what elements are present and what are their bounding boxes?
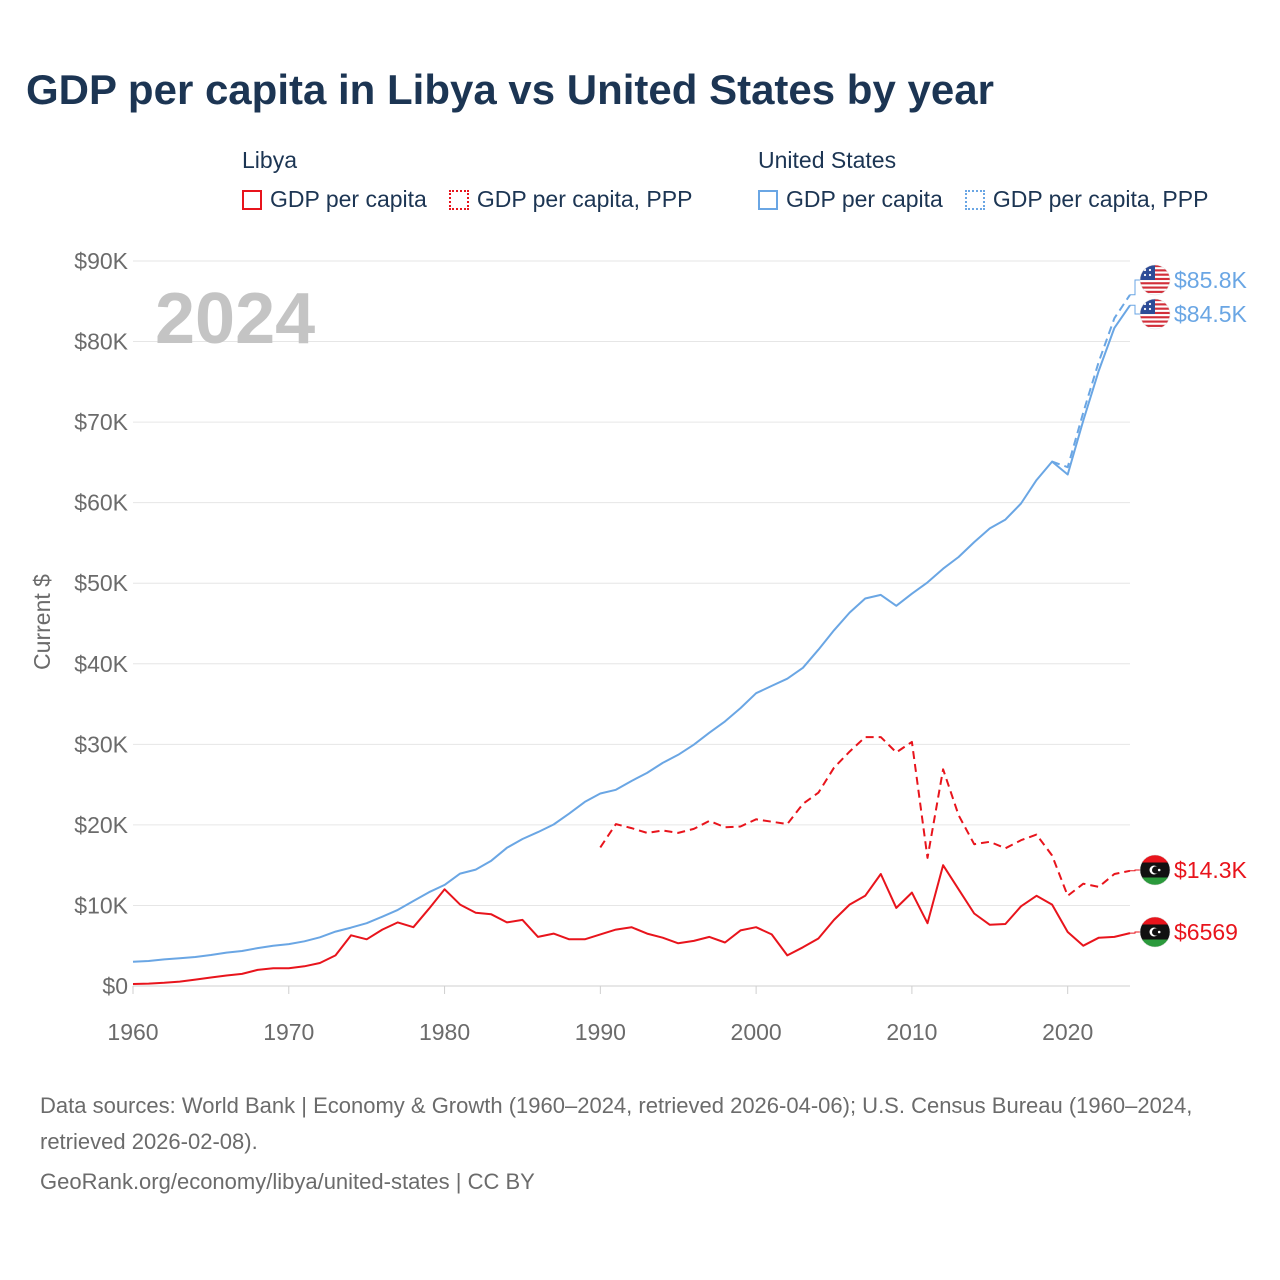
y-tick-label: $70K: [74, 409, 128, 435]
y-tick-label: $80K: [74, 329, 128, 355]
legend-label: GDP per capita: [786, 186, 943, 212]
legend-item-libya-gdp-ppp[interactable]: GDP per capita, PPP: [448, 186, 693, 213]
legend-swatch-solid: [758, 189, 778, 210]
y-tick-label: $50K: [74, 570, 128, 596]
legend-swatch-dotted: [448, 189, 469, 210]
x-tick-label: 2000: [731, 1019, 782, 1045]
legend-swatch-solid: [242, 189, 262, 210]
series-lines: [132, 294, 1131, 985]
line-chart: 2024 $0$10K$20K$30K$40K$50K$60K$70K$80K$…: [29, 248, 1248, 1045]
chart-title: GDP per capita in Libya vs United States…: [26, 66, 994, 113]
y-tick-label: $30K: [74, 731, 128, 757]
label-connector: [1130, 869, 1140, 872]
us-flag-icon: [1139, 264, 1171, 296]
x-tick-label: 1980: [419, 1019, 470, 1045]
legend-label: GDP per capita, PPP: [476, 186, 693, 212]
gridlines: [133, 260, 1130, 987]
x-tick-label: 1990: [575, 1019, 626, 1045]
x-tick-label: 1970: [263, 1019, 314, 1045]
libya-flag-icon: [1139, 854, 1171, 886]
label-connector: [1130, 931, 1140, 934]
libya-flag-icon: [1139, 916, 1171, 948]
series-line: [599, 736, 1131, 897]
label-connector: [1130, 304, 1140, 315]
label-connector: [1130, 279, 1140, 296]
axes: $0 $10K $20K $30K $40K $50K $60K $70K $80K $90K 19…: [74, 248, 1093, 1045]
series-end-label: $14.3K: [1174, 857, 1248, 883]
y-tick-label: $40K: [74, 651, 128, 677]
credit-link[interactable]: GeoRank.org/economy/libya/united-states …: [40, 1169, 535, 1194]
legend-item-us-gdp[interactable]: GDP per capita: [758, 186, 943, 213]
series-line: [132, 864, 1131, 985]
series-end-label: $84.5K: [1174, 301, 1248, 327]
series-line: [1051, 294, 1131, 469]
legend-item-us-gdp-ppp[interactable]: GDP per capita, PPP: [964, 186, 1209, 213]
legend-swatch-dotted: [964, 189, 985, 210]
x-tick-label: 1960: [107, 1019, 158, 1045]
y-tick-label: $90K: [74, 248, 128, 274]
y-axis-title: Current $: [29, 574, 55, 670]
year-watermark: 2024: [155, 279, 315, 359]
y-tick-label: $60K: [74, 490, 128, 516]
end-labels: $84.5K $85.8K $6569 $14.3K: [1130, 264, 1248, 948]
legend-group-libya: Libya GDP per capita GDP per capita, PPP: [242, 146, 692, 213]
series-line: [132, 304, 1131, 963]
legend-group-title: United States: [758, 147, 897, 173]
y-tick-label: $20K: [74, 812, 128, 838]
data-sources: Data sources: World Bank | Economy & Gro…: [40, 1093, 1193, 1154]
y-tick-label: $0: [102, 973, 128, 999]
legend-group-title: Libya: [242, 147, 297, 173]
legend-item-libya-gdp[interactable]: GDP per capita: [242, 186, 427, 213]
series-end-label: $85.8K: [1174, 267, 1248, 293]
legend-group-united-states: United States GDP per capita GDP per cap…: [758, 146, 1208, 213]
legend-label: GDP per capita, PPP: [992, 186, 1209, 212]
y-tick-label: $10K: [74, 892, 128, 918]
series-end-label: $6569: [1174, 919, 1238, 945]
us-flag-icon: [1139, 298, 1171, 330]
x-tick-label: 2020: [1042, 1019, 1093, 1045]
legend-label: GDP per capita: [270, 186, 427, 212]
x-tick-label: 2010: [886, 1019, 937, 1045]
